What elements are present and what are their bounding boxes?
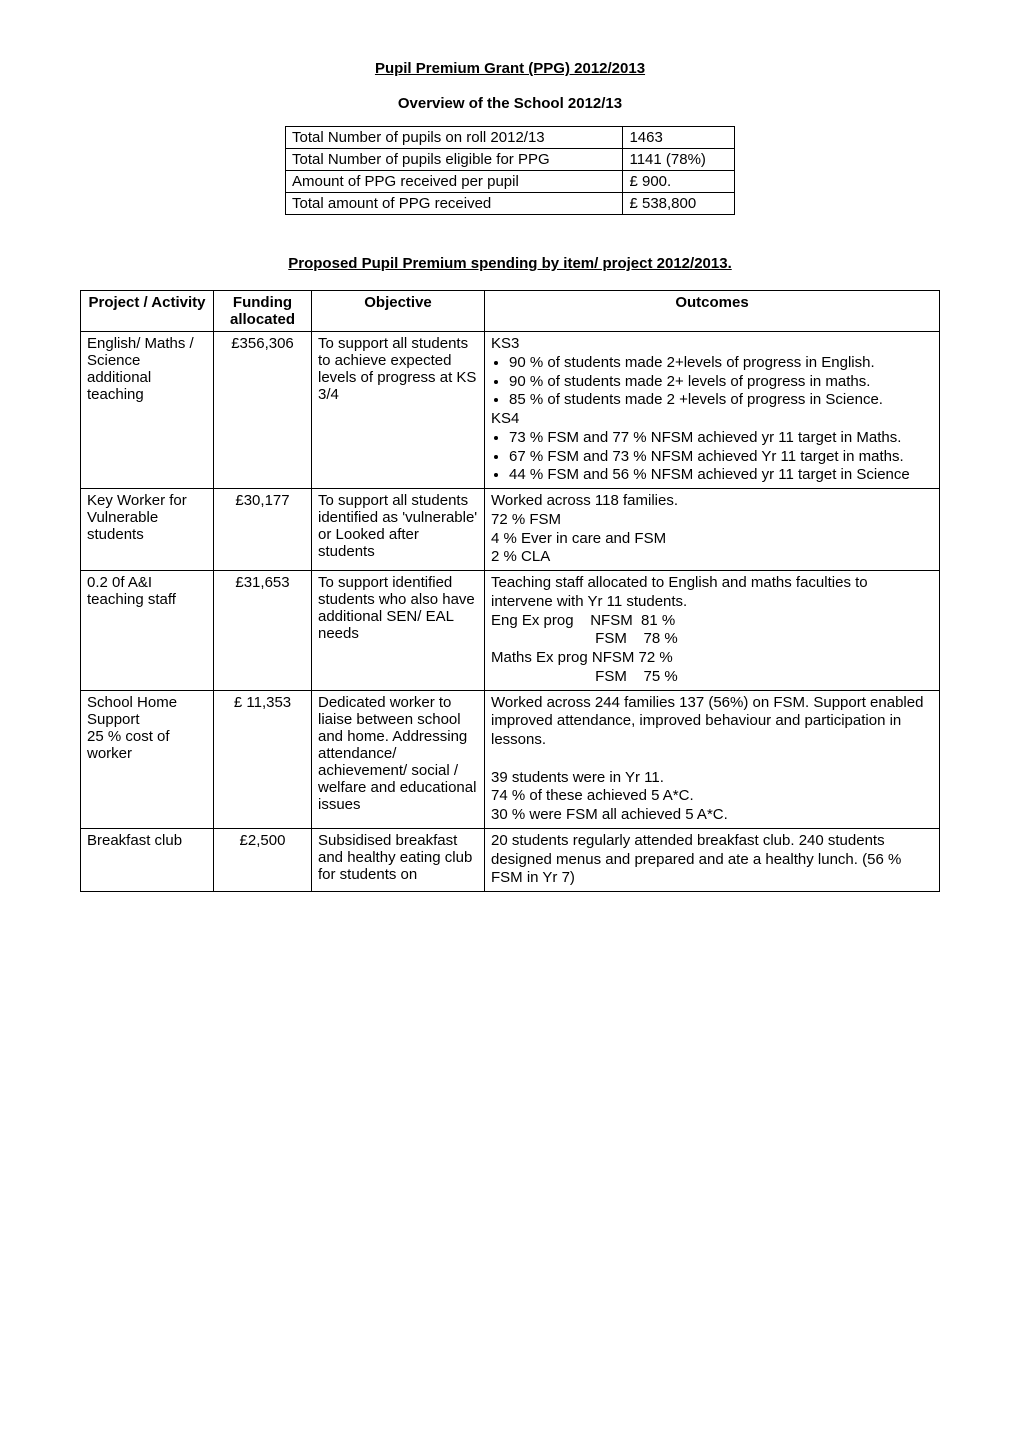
overview-table: Total Number of pupils on roll 2012/13 1…: [285, 126, 735, 215]
outcome-line: 72 % FSM: [491, 511, 933, 530]
header-funding: Funding allocated: [214, 291, 312, 332]
overview-value: 1141 (78%): [623, 149, 735, 171]
project-cell: School Home Support 25 % cost of worker: [81, 690, 214, 828]
outcomes-cell: Teaching staff allocated to English and …: [485, 571, 940, 691]
outcome-line: Maths Ex prog NFSM 72 %: [491, 649, 933, 668]
overview-label: Total Number of pupils on roll 2012/13: [286, 127, 623, 149]
spending-table: Project / Activity Funding allocated Obj…: [80, 290, 940, 892]
overview-value: 1463: [623, 127, 735, 149]
outcomes-cell: KS3 90 % of students made 2+levels of pr…: [485, 332, 940, 489]
ks4-bullets: 73 % FSM and 77 % NFSM achieved yr 11 ta…: [491, 429, 933, 485]
outcome-line: Worked across 118 families.: [491, 492, 933, 511]
objective-cell: To support identified students who also …: [312, 571, 485, 691]
header-objective: Objective: [312, 291, 485, 332]
table-row: Total amount of PPG received £ 538,800: [286, 193, 735, 215]
objective-cell: To support all students identified as 'v…: [312, 489, 485, 571]
table-row: 0.2 0f A&I teaching staff £31,653 To sup…: [81, 571, 940, 691]
project-cell: 0.2 0f A&I teaching staff: [81, 571, 214, 691]
outcome-line: FSM 78 %: [491, 630, 933, 649]
outcome-line: 4 % Ever in care and FSM: [491, 530, 933, 549]
objective-cell: To support all students to achieve expec…: [312, 332, 485, 489]
table-row: English/ Maths / Science additional teac…: [81, 332, 940, 489]
objective-cell: Dedicated worker to liaise between schoo…: [312, 690, 485, 828]
overview-value: £ 900.: [623, 171, 735, 193]
outcome-line: FSM 75 %: [491, 668, 933, 687]
overview-label: Total Number of pupils eligible for PPG: [286, 149, 623, 171]
table-row: Total Number of pupils eligible for PPG …: [286, 149, 735, 171]
ks4-label: KS4: [491, 410, 933, 429]
table-header-row: Project / Activity Funding allocated Obj…: [81, 291, 940, 332]
ks3-bullets: 90 % of students made 2+levels of progre…: [491, 354, 933, 410]
header-outcomes: Outcomes: [485, 291, 940, 332]
table-row: Total Number of pupils on roll 2012/13 1…: [286, 127, 735, 149]
outcomes-cell: Worked across 244 families 137 (56%) on …: [485, 690, 940, 828]
section-title: Proposed Pupil Premium spending by item/…: [80, 255, 940, 272]
outcome-line: Worked across 244 families 137 (56%) on …: [491, 694, 933, 750]
list-item: 85 % of students made 2 +levels of progr…: [509, 391, 933, 410]
table-row: Key Worker for Vulnerable students £30,1…: [81, 489, 940, 571]
list-item: 73 % FSM and 77 % NFSM achieved yr 11 ta…: [509, 429, 933, 448]
outcome-line: 39 students were in Yr 11.: [491, 769, 933, 788]
outcome-line: 30 % were FSM all achieved 5 A*C.: [491, 806, 933, 825]
outcome-line: 2 % CLA: [491, 548, 933, 567]
funding-cell: £ 11,353: [214, 690, 312, 828]
project-cell: Key Worker for Vulnerable students: [81, 489, 214, 571]
project-cell: English/ Maths / Science additional teac…: [81, 332, 214, 489]
header-project: Project / Activity: [81, 291, 214, 332]
funding-cell: £356,306: [214, 332, 312, 489]
outcome-line: 20 students regularly attended breakfast…: [491, 832, 933, 888]
list-item: 44 % FSM and 56 % NFSM achieved yr 11 ta…: [509, 466, 933, 485]
list-item: 90 % of students made 2+levels of progre…: [509, 354, 933, 373]
overview-subtitle: Overview of the School 2012/13: [80, 95, 940, 112]
document-title: Pupil Premium Grant (PPG) 2012/2013: [80, 60, 940, 77]
table-row: Amount of PPG received per pupil £ 900.: [286, 171, 735, 193]
outcome-line: Eng Ex prog NFSM 81 %: [491, 612, 933, 631]
ks3-label: KS3: [491, 335, 933, 354]
table-row: Breakfast club £2,500 Subsidised breakfa…: [81, 828, 940, 891]
funding-cell: £30,177: [214, 489, 312, 571]
overview-label: Total amount of PPG received: [286, 193, 623, 215]
outcomes-cell: 20 students regularly attended breakfast…: [485, 828, 940, 891]
overview-value: £ 538,800: [623, 193, 735, 215]
funding-cell: £2,500: [214, 828, 312, 891]
overview-label: Amount of PPG received per pupil: [286, 171, 623, 193]
project-cell: Breakfast club: [81, 828, 214, 891]
funding-cell: £31,653: [214, 571, 312, 691]
list-item: 67 % FSM and 73 % NFSM achieved Yr 11 ta…: [509, 448, 933, 467]
outcome-line: Teaching staff allocated to English and …: [491, 574, 933, 612]
outcomes-cell: Worked across 118 families. 72 % FSM 4 %…: [485, 489, 940, 571]
list-item: 90 % of students made 2+ levels of progr…: [509, 373, 933, 392]
outcome-line: 74 % of these achieved 5 A*C.: [491, 787, 933, 806]
objective-cell: Subsidised breakfast and healthy eating …: [312, 828, 485, 891]
table-row: School Home Support 25 % cost of worker …: [81, 690, 940, 828]
